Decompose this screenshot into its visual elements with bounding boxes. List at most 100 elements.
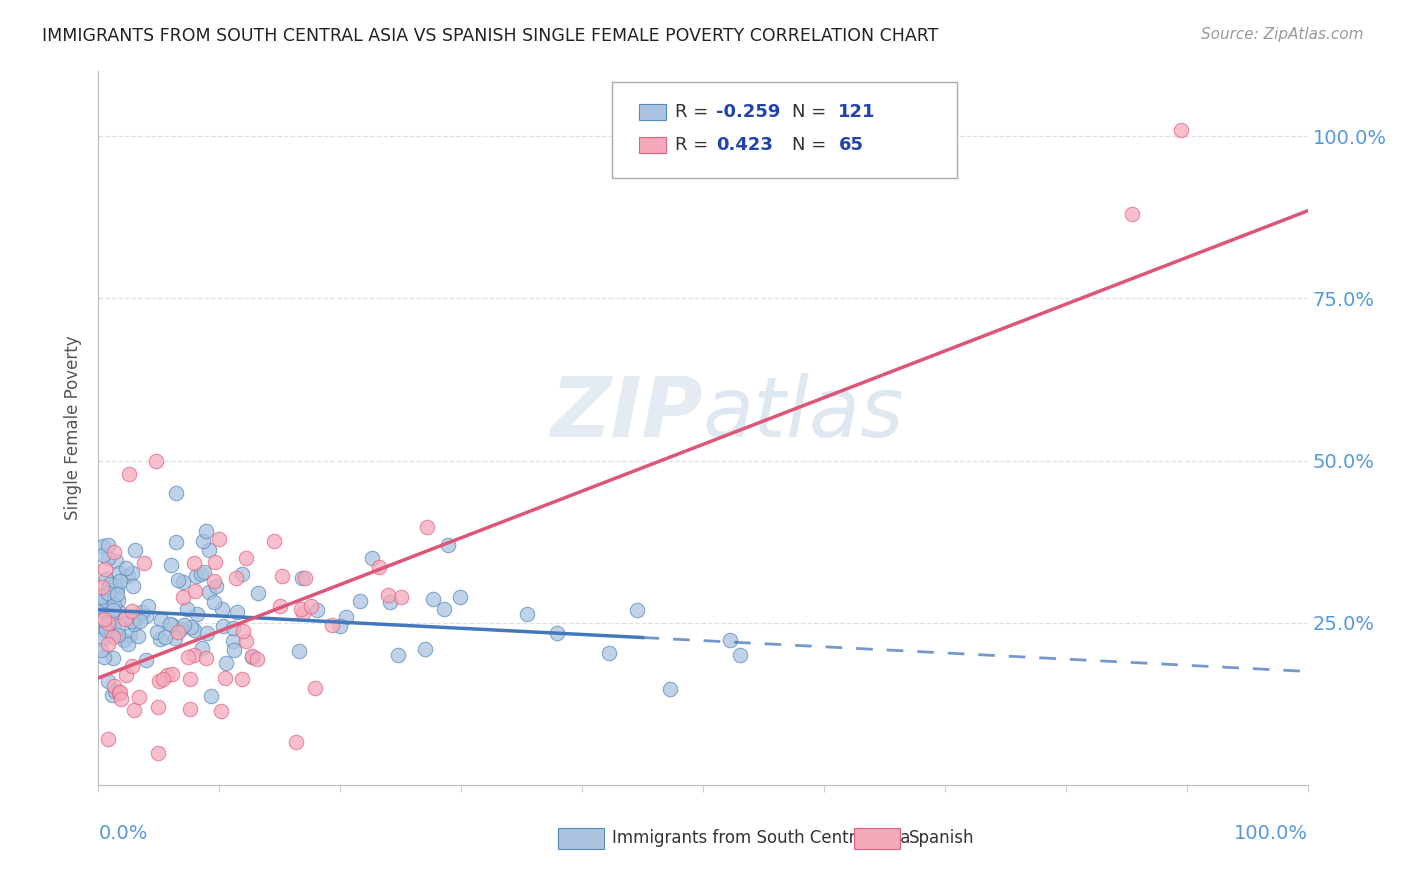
Point	[198, 542, 221, 557]
Point	[160, 667, 183, 681]
Point	[136, 599, 159, 613]
Point	[91, 632, 114, 646]
Point	[135, 608, 157, 623]
Point	[194, 524, 217, 538]
Text: Spanish: Spanish	[908, 830, 974, 847]
Point	[321, 617, 343, 632]
FancyBboxPatch shape	[638, 104, 665, 120]
Point	[121, 604, 143, 618]
Point	[131, 605, 153, 619]
Point	[177, 650, 200, 665]
FancyBboxPatch shape	[855, 828, 900, 849]
Point	[110, 691, 132, 706]
Point	[176, 602, 198, 616]
Point	[149, 632, 172, 646]
Point	[103, 680, 125, 694]
Point	[93, 603, 115, 617]
Point	[97, 731, 120, 746]
Y-axis label: Single Female Poverty: Single Female Poverty	[65, 336, 83, 520]
Point	[204, 555, 226, 569]
Point	[160, 618, 183, 632]
Point	[186, 607, 208, 622]
Point	[377, 588, 399, 602]
Point	[235, 551, 257, 566]
Point	[179, 672, 201, 686]
Point	[389, 590, 412, 604]
Text: R =: R =	[675, 103, 714, 121]
Point	[93, 612, 115, 626]
Point	[294, 572, 316, 586]
Point	[349, 594, 371, 608]
Point	[195, 625, 218, 640]
Point	[232, 624, 254, 639]
Point	[165, 486, 187, 500]
Text: IMMIGRANTS FROM SOUTH CENTRAL ASIA VS SPANISH SINGLE FEMALE POVERTY CORRELATION : IMMIGRANTS FROM SOUTH CENTRAL ASIA VS SP…	[42, 27, 939, 45]
Point	[361, 550, 384, 565]
Point	[193, 565, 215, 579]
Point	[222, 621, 245, 635]
Text: N =: N =	[793, 136, 832, 153]
Point	[191, 640, 214, 655]
Point	[335, 610, 357, 624]
Point	[91, 539, 114, 553]
Point	[269, 599, 291, 613]
Point	[284, 735, 307, 749]
Point	[546, 626, 568, 640]
Point	[107, 593, 129, 607]
Point	[367, 559, 389, 574]
Point	[173, 618, 195, 632]
Point	[128, 690, 150, 704]
Point	[415, 642, 437, 657]
Point	[240, 649, 263, 664]
Point	[422, 592, 444, 607]
Point	[209, 704, 232, 718]
Point	[114, 612, 136, 626]
Point	[98, 577, 121, 591]
Point	[208, 532, 231, 546]
Point	[658, 682, 681, 697]
Point	[135, 653, 157, 667]
Point	[183, 556, 205, 570]
Point	[103, 651, 125, 665]
Point	[290, 602, 312, 616]
Point	[212, 619, 235, 633]
Point	[271, 568, 294, 582]
Text: R =: R =	[675, 136, 714, 153]
Point	[183, 623, 205, 637]
Point	[124, 610, 146, 624]
Point	[94, 605, 117, 619]
Text: 0.0%: 0.0%	[98, 824, 148, 843]
Point	[107, 619, 129, 633]
Point	[148, 674, 170, 689]
Point	[516, 607, 538, 621]
Point	[291, 607, 314, 621]
Point	[166, 625, 188, 640]
Point	[112, 632, 135, 647]
Point	[97, 674, 120, 689]
Point	[108, 685, 131, 699]
Point	[132, 556, 155, 570]
Point	[387, 648, 409, 662]
Point	[163, 631, 186, 645]
Point	[172, 574, 194, 589]
Point	[90, 643, 112, 657]
Point	[97, 550, 120, 565]
Point	[101, 608, 124, 623]
Point	[117, 568, 139, 582]
Point	[167, 573, 190, 587]
Point	[103, 577, 125, 591]
Point	[90, 580, 112, 594]
Point	[94, 623, 117, 637]
Point	[226, 605, 249, 619]
Point	[305, 603, 328, 617]
Point	[247, 586, 270, 600]
Text: Source: ZipAtlas.com: Source: ZipAtlas.com	[1201, 27, 1364, 42]
Point	[117, 637, 139, 651]
Point	[180, 620, 202, 634]
Point	[1121, 207, 1143, 221]
Point	[97, 538, 120, 552]
Point	[121, 579, 143, 593]
Point	[449, 590, 471, 604]
Point	[211, 602, 233, 616]
Point	[97, 621, 120, 635]
